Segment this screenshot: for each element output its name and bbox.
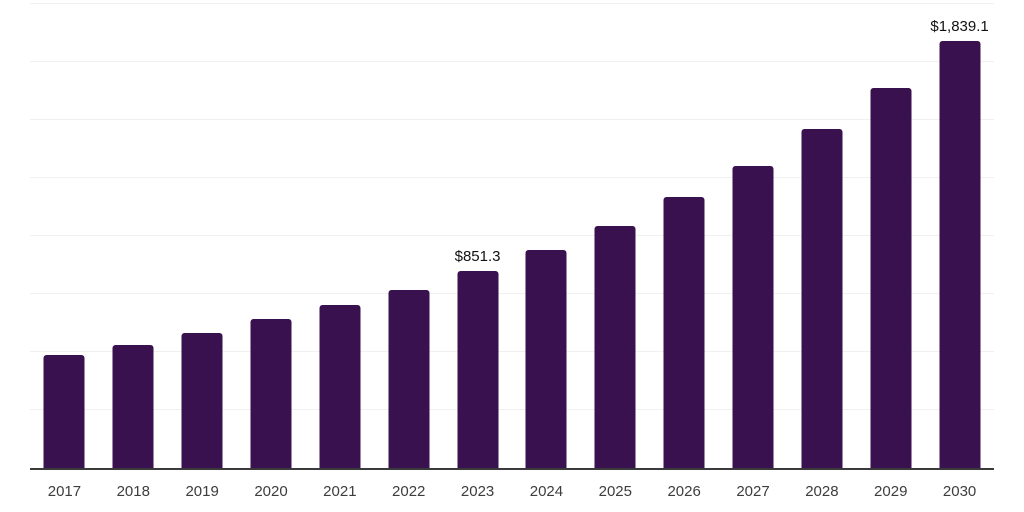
x-tick-2022: 2022	[392, 483, 426, 500]
x-tick-2026: 2026	[667, 483, 701, 500]
gridline-250	[30, 409, 994, 410]
bar-2030	[939, 41, 981, 468]
x-tick-2025: 2025	[598, 483, 632, 500]
x-tick-2019: 2019	[185, 483, 219, 500]
bar-2023	[457, 270, 499, 468]
gridline-1750	[30, 61, 994, 62]
gridline-1500	[30, 119, 994, 120]
gridline-750	[30, 293, 994, 294]
value-label-2030: $1,839.1	[930, 18, 989, 36]
bar-2017	[43, 354, 85, 468]
bar-2019	[181, 332, 223, 468]
x-tick-2018: 2018	[116, 483, 150, 500]
plot-area: $851.3 $1,839.1	[30, 3, 994, 470]
gridline-1000	[30, 235, 994, 236]
bar-2020	[250, 319, 292, 468]
bar-2029	[870, 87, 912, 468]
x-tick-2028: 2028	[805, 483, 839, 500]
bar-2026	[663, 197, 705, 468]
bar-2022	[388, 289, 430, 468]
x-axis-tick-labels: 2017 2018 2019 2020 2021 2022 2023 2024 2025 2026…	[30, 472, 994, 512]
x-tick-2023: 2023	[460, 483, 495, 500]
x-tick-2029: 2029	[874, 483, 908, 500]
gridline-1250	[30, 177, 994, 178]
value-label-2023: $851.3	[454, 247, 501, 265]
x-tick-2027: 2027	[736, 483, 770, 500]
x-tick-2030: 2030	[942, 483, 977, 500]
gridline-2000	[30, 3, 994, 4]
x-tick-2021: 2021	[323, 483, 357, 500]
bar-2025	[594, 225, 636, 468]
bar-2028	[801, 129, 843, 468]
bar-2027	[732, 165, 774, 468]
bar-2024	[525, 249, 567, 468]
x-tick-2024: 2024	[529, 483, 564, 500]
x-tick-2020: 2020	[254, 483, 288, 500]
gridline-500	[30, 351, 994, 352]
x-tick-2017: 2017	[47, 483, 82, 500]
bar-2021	[319, 305, 361, 468]
bar-2018	[112, 344, 154, 468]
